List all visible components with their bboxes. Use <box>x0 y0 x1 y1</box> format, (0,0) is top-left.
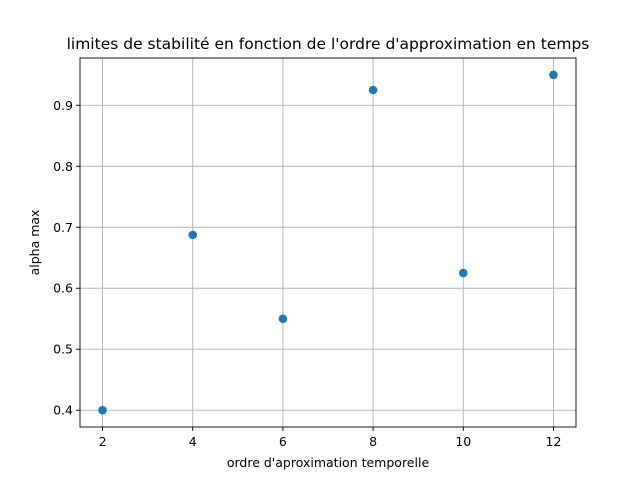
x-tick-label: 4 <box>189 434 197 449</box>
data-point <box>549 70 558 80</box>
x-tick-label: 6 <box>279 434 287 449</box>
data-point <box>278 314 288 324</box>
data-point <box>458 268 468 278</box>
data-point <box>188 230 198 240</box>
x-axis-label: ordre d'aproximation temporelle <box>227 455 430 470</box>
y-tick-label: 0.6 <box>53 281 73 296</box>
chart-title: limites de stabilité en fonction de l'or… <box>67 35 590 53</box>
x-tick-label: 10 <box>455 434 471 449</box>
data-points <box>98 70 558 415</box>
y-tick-label: 0.7 <box>53 220 73 235</box>
x-tick-label: 8 <box>369 434 377 449</box>
y-axis-label: alpha max <box>27 210 42 276</box>
data-point <box>368 85 378 95</box>
plot-area <box>80 58 576 427</box>
x-axis: 2 4 6 8 10 12 <box>99 427 562 449</box>
x-tick-label: 2 <box>99 434 107 449</box>
y-tick-label: 0.8 <box>53 159 73 174</box>
y-tick-label: 0.4 <box>53 403 73 418</box>
y-axis: 0.4 0.5 0.6 0.7 0.8 0.9 <box>53 98 80 418</box>
data-point <box>98 405 107 415</box>
x-tick-label: 12 <box>546 434 562 449</box>
y-tick-label: 0.5 <box>53 342 73 357</box>
plot-frame <box>79 57 577 428</box>
grid <box>80 58 576 427</box>
y-tick-label: 0.9 <box>53 98 73 113</box>
